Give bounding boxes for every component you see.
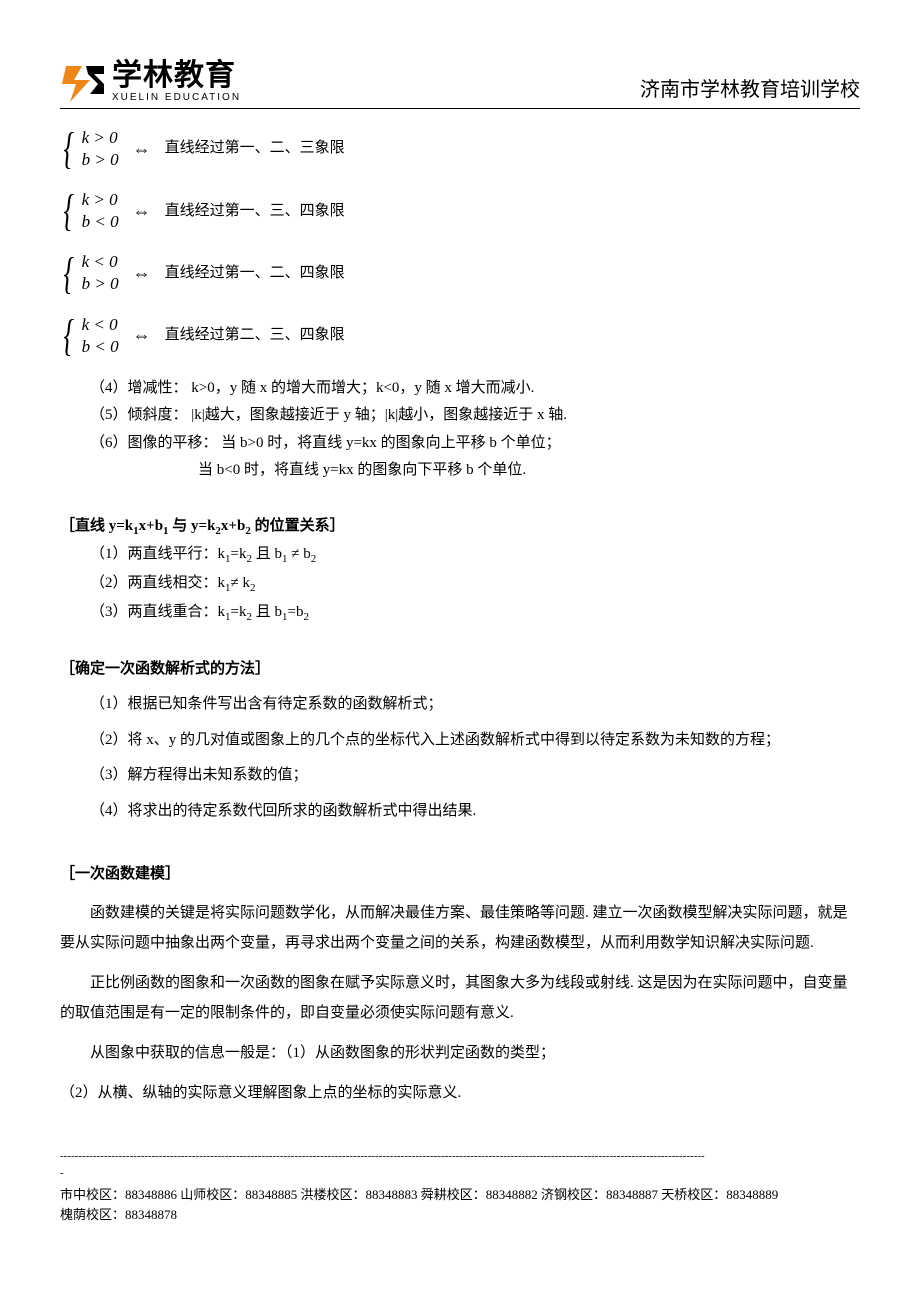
case-text: 直线经过第一、三、四象限 xyxy=(165,199,345,225)
cond-bot: b > 0 xyxy=(82,149,119,171)
relation-3: （3）两直线重合：k1=k2 且 b1=b2 xyxy=(60,600,860,627)
method-title: ［确定一次函数解析式的方法］ xyxy=(60,657,860,683)
logo-mark-icon xyxy=(60,60,106,104)
brace-icon: { xyxy=(64,254,75,294)
case-4: { k < 0 b < 0 ⇔ 直线经过第二、三、四象限 xyxy=(60,314,860,358)
prop-6a: （6）图像的平移： 当 b>0 时，将直线 y=kx 的图象向上平移 b 个单位… xyxy=(60,431,860,457)
case-1: { k > 0 b > 0 ⇔ 直线经过第一、二、三象限 xyxy=(60,127,860,171)
iff-symbol: ⇔ xyxy=(133,196,151,227)
cond-top: k < 0 xyxy=(82,314,119,336)
logo-cn: 学林教育 xyxy=(112,61,241,91)
relation-title: ［直线 y=k1x+b1 与 y=k2x+b2 的位置关系］ xyxy=(60,514,860,541)
relation-title-text: ［直线 y=k1x+b1 与 y=k2x+b2 的位置关系］ xyxy=(60,518,345,534)
modeling-p2: 正比例函数的图象和一次函数的图象在赋予实际意义时，其图象大多为线段或射线. 这是… xyxy=(60,968,860,1028)
page-header: 学林教育 XUELIN EDUCATION 济南市学林教育培训学校 xyxy=(60,60,860,109)
footer-campuses: 市中校区：88348886 山师校区：88348885 洪楼校区：8834888… xyxy=(60,1185,860,1227)
method-4: （4）将求出的待定系数代回所求的函数解析式中得出结果. xyxy=(60,799,860,825)
cond-top: k > 0 xyxy=(82,189,119,211)
logo-en: XUELIN EDUCATION xyxy=(112,93,241,103)
cond-bot: b < 0 xyxy=(82,211,119,233)
prop-5: （5）倾斜度： |k|越大，图象越接近于 y 轴；|k|越小，图象越接近于 x … xyxy=(60,403,860,429)
case-2: { k > 0 b < 0 ⇔ 直线经过第一、三、四象限 xyxy=(60,189,860,233)
logo: 学林教育 XUELIN EDUCATION xyxy=(60,60,241,104)
brace-icon: { xyxy=(64,129,75,169)
modeling-body: 函数建模的关键是将实际问题数学化，从而解决最佳方案、最佳策略等问题. 建立一次函… xyxy=(60,898,860,1108)
method-body: （1）根据已知条件写出含有待定系数的函数解析式； （2）将 x、y 的几对值或图… xyxy=(60,692,860,824)
footer-separator: ----------------------------------------… xyxy=(60,1148,860,1183)
cond-bot: b < 0 xyxy=(82,336,119,358)
brace-icon: { xyxy=(64,316,75,356)
method-3: （3）解方程得出未知系数的值； xyxy=(60,763,860,789)
relation-2: （2）两直线相交：k1≠ k2 xyxy=(60,571,860,598)
iff-symbol: ⇔ xyxy=(133,258,151,289)
method-2: （2）将 x、y 的几对值或图象上的几个点的坐标代入上述函数解析式中得到以待定系… xyxy=(60,728,860,754)
case-conditions: k < 0 b > 0 xyxy=(82,251,119,295)
relation-1: （1）两直线平行：k1=k2 且 b1 ≠ b2 xyxy=(60,542,860,569)
case-conditions: k < 0 b < 0 xyxy=(82,314,119,358)
page: 学林教育 XUELIN EDUCATION 济南市学林教育培训学校 { k > … xyxy=(0,0,920,1266)
iff-symbol: ⇔ xyxy=(133,320,151,351)
school-name: 济南市学林教育培训学校 xyxy=(640,73,860,104)
cond-bot: b > 0 xyxy=(82,273,119,295)
case-text: 直线经过第一、二、四象限 xyxy=(165,261,345,287)
case-text: 直线经过第二、三、四象限 xyxy=(165,323,345,349)
content: { k > 0 b > 0 ⇔ 直线经过第一、二、三象限 { k > 0 b <… xyxy=(60,127,860,1108)
case-conditions: k > 0 b > 0 xyxy=(82,127,119,171)
cond-top: k > 0 xyxy=(82,127,119,149)
case-text: 直线经过第一、二、三象限 xyxy=(165,136,345,162)
modeling-p1: 函数建模的关键是将实际问题数学化，从而解决最佳方案、最佳策略等问题. 建立一次函… xyxy=(60,898,860,958)
modeling-p3: 从图象中获取的信息一般是：（1）从函数图象的形状判定函数的类型； xyxy=(60,1038,860,1068)
method-1: （1）根据已知条件写出含有待定系数的函数解析式； xyxy=(60,692,860,718)
modeling-title: ［一次函数建模］ xyxy=(60,862,860,888)
iff-symbol: ⇔ xyxy=(133,134,151,165)
modeling-p4: （2）从横、纵轴的实际意义理解图象上点的坐标的实际意义. xyxy=(60,1078,860,1108)
brace-icon: { xyxy=(64,191,75,231)
prop-6b: 当 b<0 时，将直线 y=kx 的图象向下平移 b 个单位. xyxy=(60,458,860,484)
case-3: { k < 0 b > 0 ⇔ 直线经过第一、二、四象限 xyxy=(60,251,860,295)
logo-text: 学林教育 XUELIN EDUCATION xyxy=(112,61,241,103)
case-conditions: k > 0 b < 0 xyxy=(82,189,119,233)
page-footer: ----------------------------------------… xyxy=(60,1148,860,1227)
prop-4: （4）增减性： k>0，y 随 x 的增大而增大；k<0，y 随 x 增大而减小… xyxy=(60,376,860,402)
cond-top: k < 0 xyxy=(82,251,119,273)
